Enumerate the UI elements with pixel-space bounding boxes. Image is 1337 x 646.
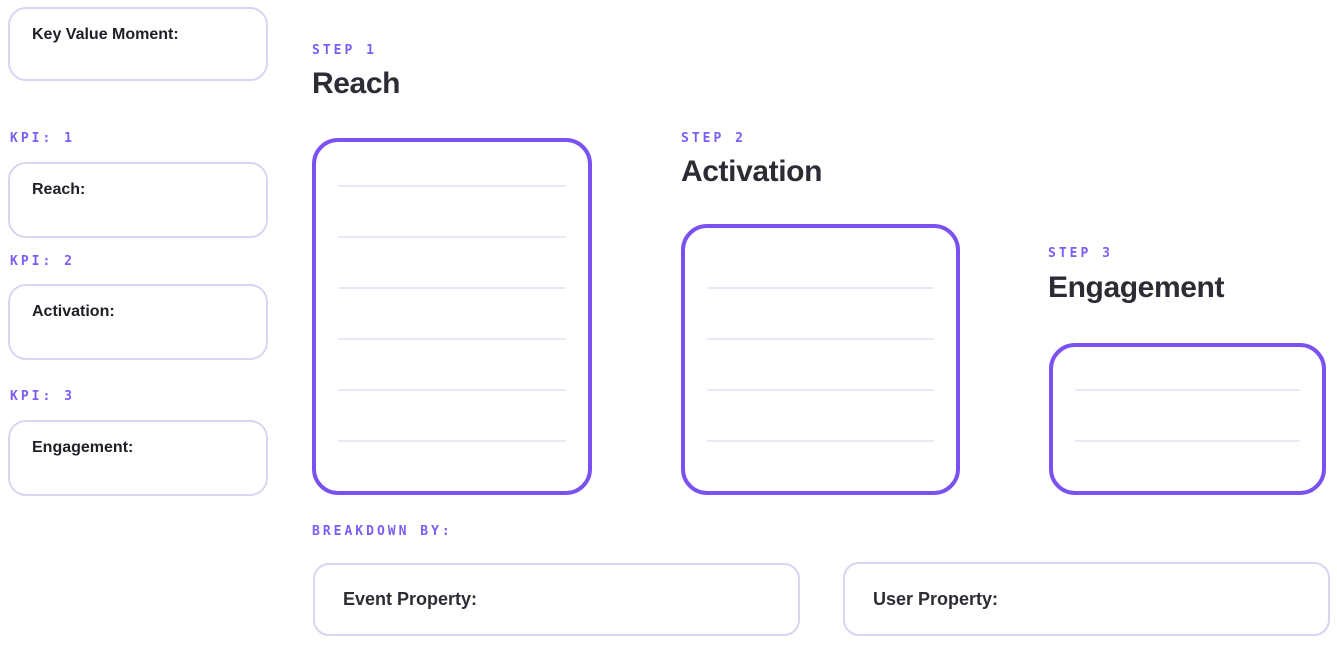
ruled-line [338, 338, 566, 340]
step-2-tag: STEP 2 [681, 131, 746, 146]
ruled-line [1075, 389, 1300, 391]
ruled-line [707, 389, 934, 391]
ruled-line [707, 338, 934, 340]
kpi-2-tag: KPI: 2 [10, 254, 75, 269]
kpi-3-engagement-box[interactable]: Engagement: [8, 420, 268, 496]
kpi-2-activation-box[interactable]: Activation: [8, 284, 268, 360]
user-property-box[interactable]: User Property: [843, 562, 1330, 636]
kpi-1-reach-label: Reach: [32, 181, 86, 198]
ruled-line [707, 440, 934, 442]
step-2-activation-box[interactable] [681, 224, 960, 495]
kpi-1-reach-box[interactable]: Reach: [8, 162, 268, 238]
user-property-label: User Property: [873, 588, 999, 609]
ruled-line [1075, 440, 1300, 442]
step-1-reach-box[interactable] [312, 138, 592, 495]
kpi-2-activation-label: Activation: [32, 303, 115, 320]
ruled-line [338, 287, 566, 289]
ruled-line [338, 440, 566, 442]
step-3-tag: STEP 3 [1048, 246, 1113, 261]
ruled-line [338, 389, 566, 391]
key-value-moment-label: Key Value Moment: [32, 26, 179, 43]
ruled-line [338, 236, 566, 238]
ruled-line [707, 287, 934, 289]
step-3-title: Engagement [1048, 271, 1225, 304]
step-1-tag: STEP 1 [312, 43, 377, 58]
step-1-title: Reach [312, 67, 401, 100]
event-property-box[interactable]: Event Property: [313, 563, 800, 636]
kpi-3-engagement-label: Engagement: [32, 439, 134, 456]
kpi-3-tag: KPI: 3 [10, 389, 75, 404]
breakdown-by-tag: BREAKDOWN BY: [312, 524, 453, 539]
ruled-line [338, 185, 566, 187]
key-value-moment-box[interactable]: Key Value Moment: [8, 7, 268, 81]
step-3-engagement-box[interactable] [1049, 343, 1326, 495]
event-property-label: Event Property: [343, 589, 478, 609]
step-2-title: Activation [681, 155, 823, 188]
kpi-1-tag: KPI: 1 [10, 131, 75, 146]
